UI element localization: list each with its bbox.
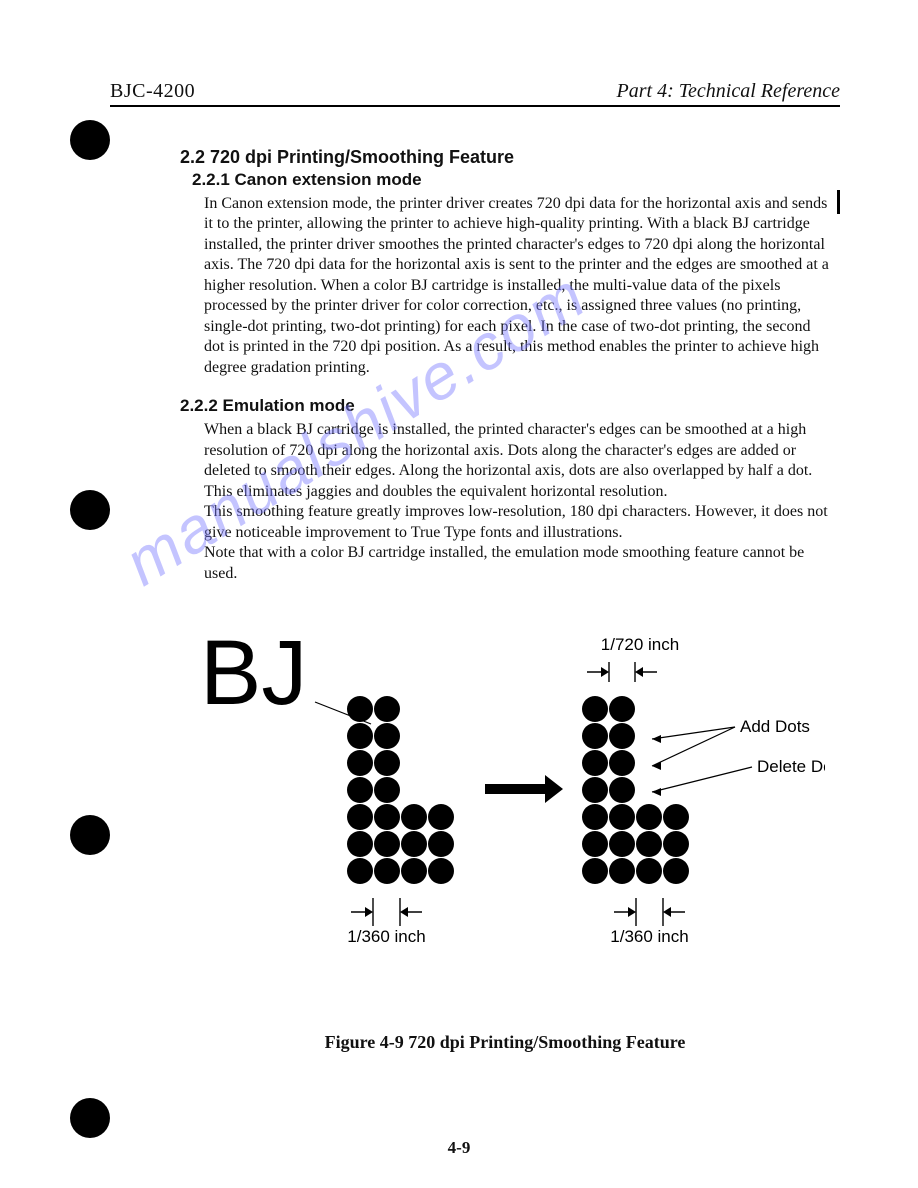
- dot-filled: [663, 831, 689, 857]
- dot-filled: [582, 723, 608, 749]
- transform-arrow-head: [545, 775, 563, 803]
- dot-filled: [582, 696, 608, 722]
- dim-arrowhead: [635, 667, 643, 677]
- page-number: 4-9: [0, 1138, 918, 1158]
- dot-filled: [347, 723, 373, 749]
- section-title: 2.2 720 dpi Printing/Smoothing Feature: [180, 147, 830, 168]
- punch-hole: [70, 1098, 110, 1138]
- diagram-svg: BJ 1/720 inch 1/360 inch 1/360 inch Add Dots…: [185, 614, 825, 1004]
- callout-arrowhead: [652, 735, 661, 743]
- bj-glyph: BJ: [200, 622, 307, 724]
- dim-label: 1/360 inch: [610, 927, 688, 946]
- header-right: Part 4: Technical Reference: [617, 80, 840, 103]
- dot-filled: [347, 750, 373, 776]
- dot-filled: [347, 777, 373, 803]
- callout-line: [652, 767, 752, 792]
- dot-filled: [428, 858, 454, 884]
- callout-arrowhead: [652, 788, 661, 796]
- dot-filled: [428, 831, 454, 857]
- dim-arrowhead: [628, 907, 636, 917]
- dot-filled: [609, 777, 635, 803]
- dot-filled: [609, 858, 635, 884]
- header-left: BJC-4200: [110, 80, 195, 103]
- dot-filled: [374, 777, 400, 803]
- dot-filled: [609, 831, 635, 857]
- subsection-1-title: 2.2.1 Canon extension mode: [192, 170, 830, 190]
- dim-arrowhead: [400, 907, 408, 917]
- callout-arrowhead: [652, 762, 661, 770]
- dot-filled: [609, 696, 635, 722]
- dot-filled: [609, 804, 635, 830]
- dot-filled: [374, 750, 400, 776]
- dot-filled: [582, 804, 608, 830]
- dot-filled: [347, 831, 373, 857]
- dot-filled: [374, 858, 400, 884]
- callout-delete-dot-label: Delete Dot: [757, 757, 825, 776]
- dot-filled: [374, 831, 400, 857]
- dot-filled: [663, 804, 689, 830]
- dot-filled: [582, 777, 608, 803]
- dot-filled: [582, 858, 608, 884]
- dot-filled: [663, 858, 689, 884]
- punch-hole: [70, 815, 110, 855]
- dot-filled: [374, 696, 400, 722]
- dot-filled: [609, 723, 635, 749]
- subsection-2-body-1: When a black BJ cartridge is installed, …: [204, 420, 830, 502]
- page: BJC-4200 Part 4: Technical Reference 2.2…: [110, 80, 840, 1053]
- dot-filled: [347, 804, 373, 830]
- dot-filled: [401, 858, 427, 884]
- dot-filled: [582, 750, 608, 776]
- dot-filled: [374, 804, 400, 830]
- figure-caption: Figure 4-9 720 dpi Printing/Smoothing Fe…: [180, 1032, 830, 1053]
- dim-arrowhead: [663, 907, 671, 917]
- dim-arrowhead: [601, 667, 609, 677]
- callout-add-dots-label: Add Dots: [740, 717, 810, 736]
- dot-filled: [428, 804, 454, 830]
- change-bar: [837, 190, 840, 214]
- subsection-2-body-3: Note that with a color BJ cartridge inst…: [204, 543, 830, 584]
- dim-label: 1/720 inch: [601, 635, 679, 654]
- dim-label: 1/360 inch: [347, 927, 425, 946]
- dot-filled: [636, 804, 662, 830]
- subsection-2-title: 2.2.2 Emulation mode: [180, 396, 830, 416]
- punch-hole: [70, 120, 110, 160]
- dim-arrowhead: [365, 907, 373, 917]
- dot-filled: [347, 858, 373, 884]
- subsection-2-body-2: This smoothing feature greatly improves …: [204, 502, 830, 543]
- dot-filled: [374, 723, 400, 749]
- subsection-1-body: In Canon extension mode, the printer dri…: [204, 194, 830, 378]
- punch-hole: [70, 490, 110, 530]
- dot-filled: [636, 858, 662, 884]
- dot-filled: [636, 831, 662, 857]
- dot-filled: [401, 804, 427, 830]
- page-header: BJC-4200 Part 4: Technical Reference: [110, 80, 840, 107]
- dot-filled: [401, 831, 427, 857]
- content-body: 2.2 720 dpi Printing/Smoothing Feature 2…: [110, 147, 840, 1053]
- dot-filled: [609, 750, 635, 776]
- dot-filled: [582, 831, 608, 857]
- smoothing-diagram: BJ 1/720 inch 1/360 inch 1/360 inch Add Dots…: [185, 614, 825, 1004]
- dot-filled: [347, 696, 373, 722]
